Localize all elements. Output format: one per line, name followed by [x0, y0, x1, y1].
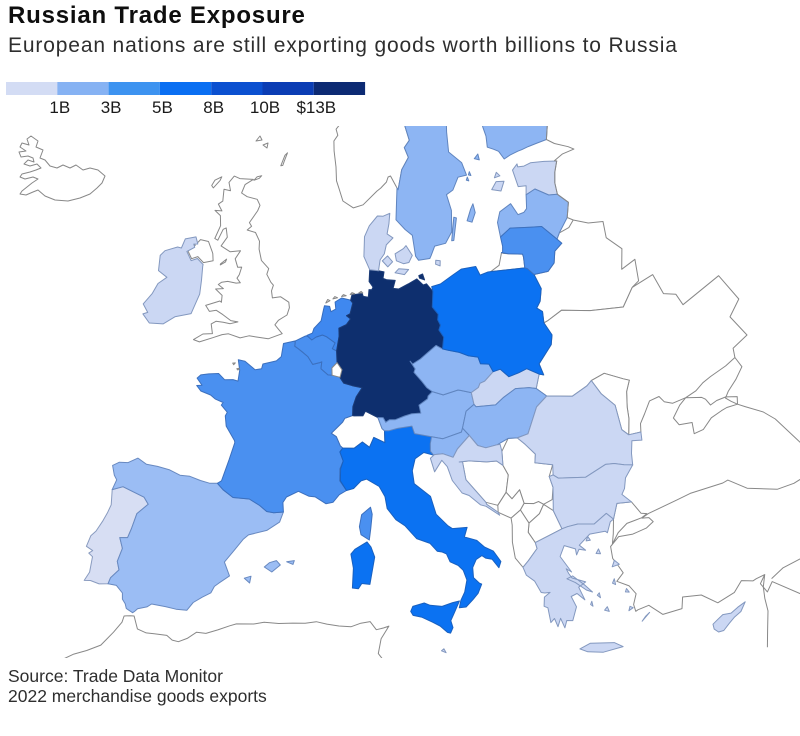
svg-text:1B: 1B [49, 98, 70, 117]
svg-text:8B: 8B [203, 98, 224, 117]
svg-text:10B: 10B [250, 98, 280, 117]
svg-text:5B: 5B [152, 98, 173, 117]
svg-text:3B: 3B [101, 98, 122, 117]
svg-text:$13B: $13B [296, 98, 336, 117]
